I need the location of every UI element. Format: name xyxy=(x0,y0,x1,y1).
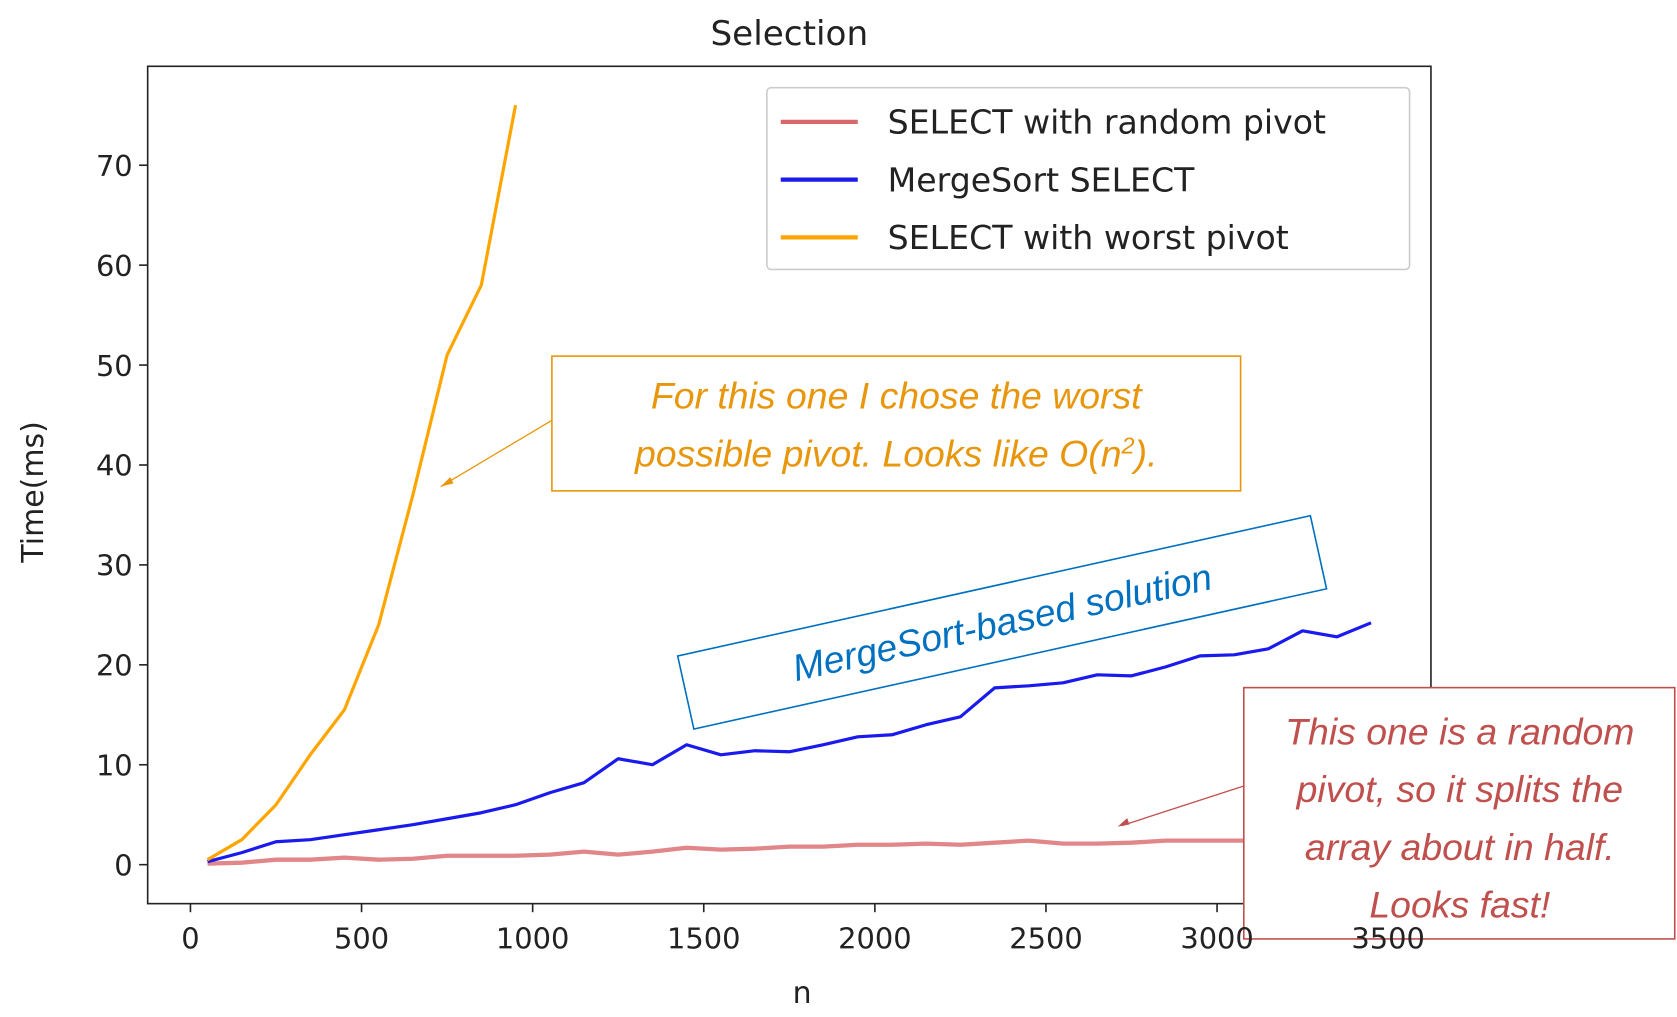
y-tick-label: 40 xyxy=(96,449,133,483)
y-tick-label: 60 xyxy=(96,249,133,283)
x-tick-label: 0 xyxy=(181,922,199,956)
data-line xyxy=(206,104,518,862)
annotation-text-part: 2 xyxy=(1121,432,1135,458)
y-tick-label: 30 xyxy=(96,549,133,583)
x-tick-label: 3000 xyxy=(1180,922,1253,956)
annotation-box xyxy=(676,514,1328,731)
legend: SELECT with random pivot MergeSort SELECT… xyxy=(766,86,1411,271)
x-tick-label: 3500 xyxy=(1351,922,1424,956)
annotation-text-part: pivot, so it splits the xyxy=(1296,768,1623,810)
x-tick-label: 2000 xyxy=(838,922,911,956)
annotation-text-part: ). xyxy=(1131,432,1158,474)
annotation-text-part: Looks fast! xyxy=(1369,884,1551,926)
arrow-head xyxy=(440,476,454,487)
x-tick-label: 2500 xyxy=(1009,922,1082,956)
legend-label: SELECT with worst pivot xyxy=(888,218,1289,257)
annotation-box xyxy=(551,355,1242,492)
annotation-text: Looks fast! xyxy=(1369,884,1551,926)
y-axis-label: Time(ms) xyxy=(16,421,51,563)
annotation-text: possible pivot. Looks like O(n2). xyxy=(634,432,1157,474)
annotation-text: array about in half. xyxy=(1305,826,1615,868)
chart-title: Selection xyxy=(710,14,868,54)
x-tick-label: 1500 xyxy=(667,922,740,956)
arrow-head xyxy=(1117,818,1130,827)
annotation-text-part: For this one I chose the worst xyxy=(651,375,1143,417)
x-axis-label: n xyxy=(793,976,812,1011)
annotation-text-part: possible pivot. Looks like O(n xyxy=(634,432,1122,474)
annotation-group: MergeSort-based solution xyxy=(676,514,1328,731)
data-line xyxy=(207,621,1372,864)
annotation-arrow xyxy=(1121,785,1245,827)
annotation-text: pivot, so it splits the xyxy=(1296,768,1623,810)
y-tick-label: 20 xyxy=(96,649,133,683)
legend-box xyxy=(766,86,1411,271)
annotation-text-part: array about in half. xyxy=(1305,826,1615,868)
x-tick-label: 500 xyxy=(334,922,389,956)
y-tick-label: 10 xyxy=(96,748,133,782)
legend-label: MergeSort SELECT xyxy=(888,160,1195,199)
annotations: MergeSort-based solution For this one I … xyxy=(440,355,1676,940)
data-line xyxy=(207,837,1372,866)
y-tick-label: 50 xyxy=(96,349,133,383)
plot-frame xyxy=(146,65,1432,905)
legend-label: SELECT with random pivot xyxy=(888,103,1326,142)
annotation-arrow xyxy=(440,419,553,488)
y-tick-label: 0 xyxy=(114,848,132,882)
y-tick-label: 70 xyxy=(96,149,133,183)
annotation-text-part: This one is a random xyxy=(1285,710,1634,752)
x-tick-label: 1000 xyxy=(496,922,569,956)
plot-area xyxy=(139,104,1389,913)
annotation-text: This one is a random xyxy=(1285,710,1634,752)
annotation-text: For this one I chose the worst xyxy=(651,375,1143,417)
annotation-box xyxy=(1243,686,1676,940)
